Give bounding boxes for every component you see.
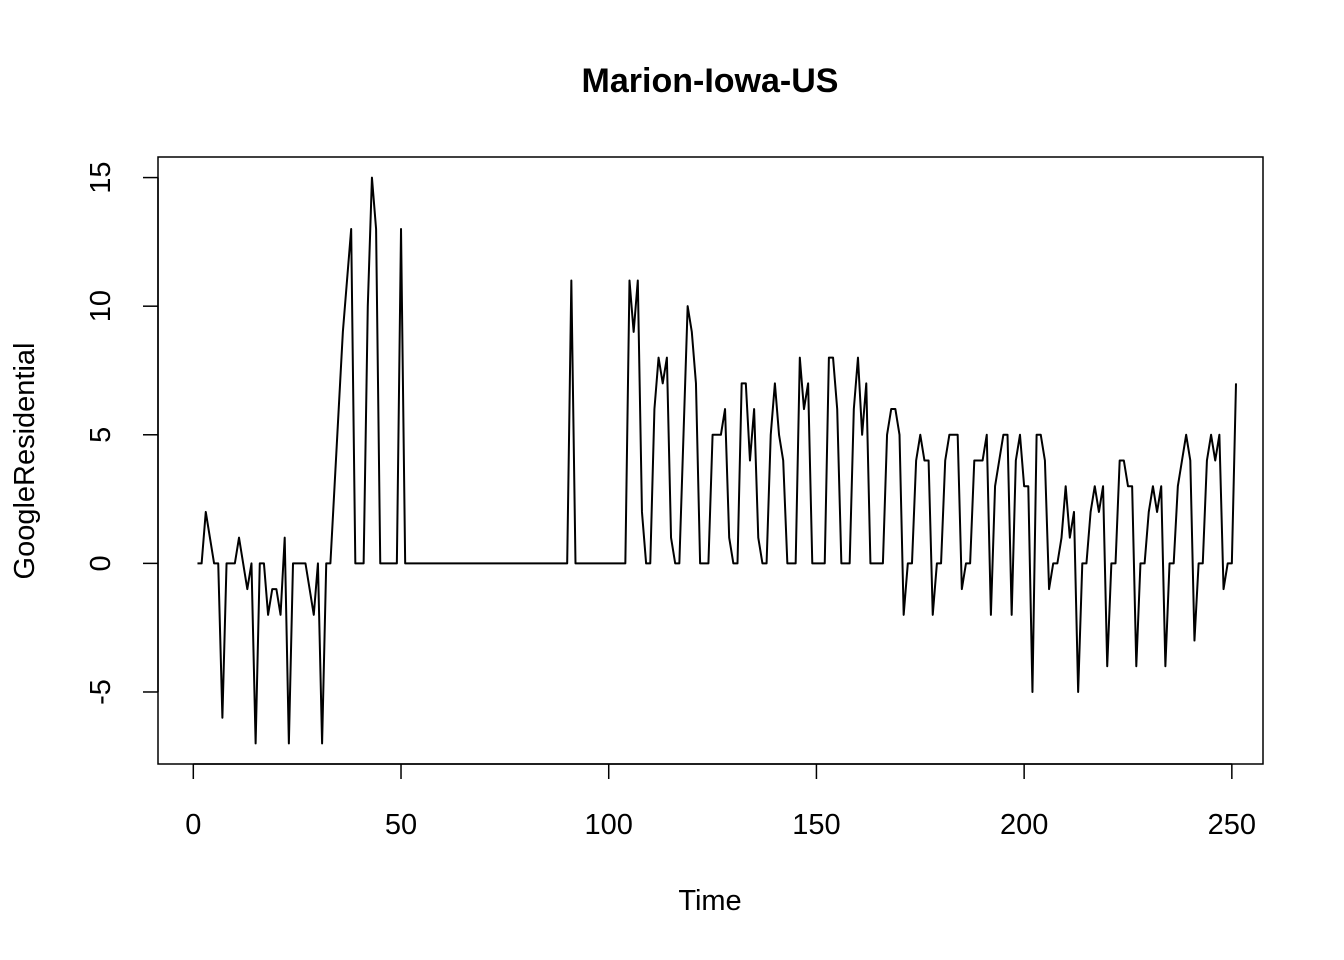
y-axis: -5 0 5 10 15 bbox=[85, 161, 159, 705]
y-axis-label: GoogleResidential bbox=[9, 343, 41, 580]
y-tick-label: 10 bbox=[85, 290, 117, 322]
x-tick-label: 50 bbox=[385, 809, 417, 841]
x-tick-label: 0 bbox=[185, 809, 201, 841]
y-tick-label: 5 bbox=[85, 427, 117, 443]
x-axis: 0 50 100 150 200 250 bbox=[185, 763, 1256, 841]
x-tick-label: 250 bbox=[1208, 809, 1256, 841]
x-axis-label: Time bbox=[678, 885, 741, 917]
x-tick-label: 150 bbox=[792, 809, 840, 841]
x-tick-label: 100 bbox=[585, 809, 633, 841]
series-line bbox=[197, 176, 1237, 745]
chart-title: Marion-Iowa-US bbox=[582, 62, 839, 100]
y-tick-label: -5 bbox=[85, 679, 117, 705]
y-tick-label: 0 bbox=[85, 555, 117, 571]
x-tick-label: 200 bbox=[1000, 809, 1048, 841]
y-tick-label: 15 bbox=[85, 161, 117, 193]
